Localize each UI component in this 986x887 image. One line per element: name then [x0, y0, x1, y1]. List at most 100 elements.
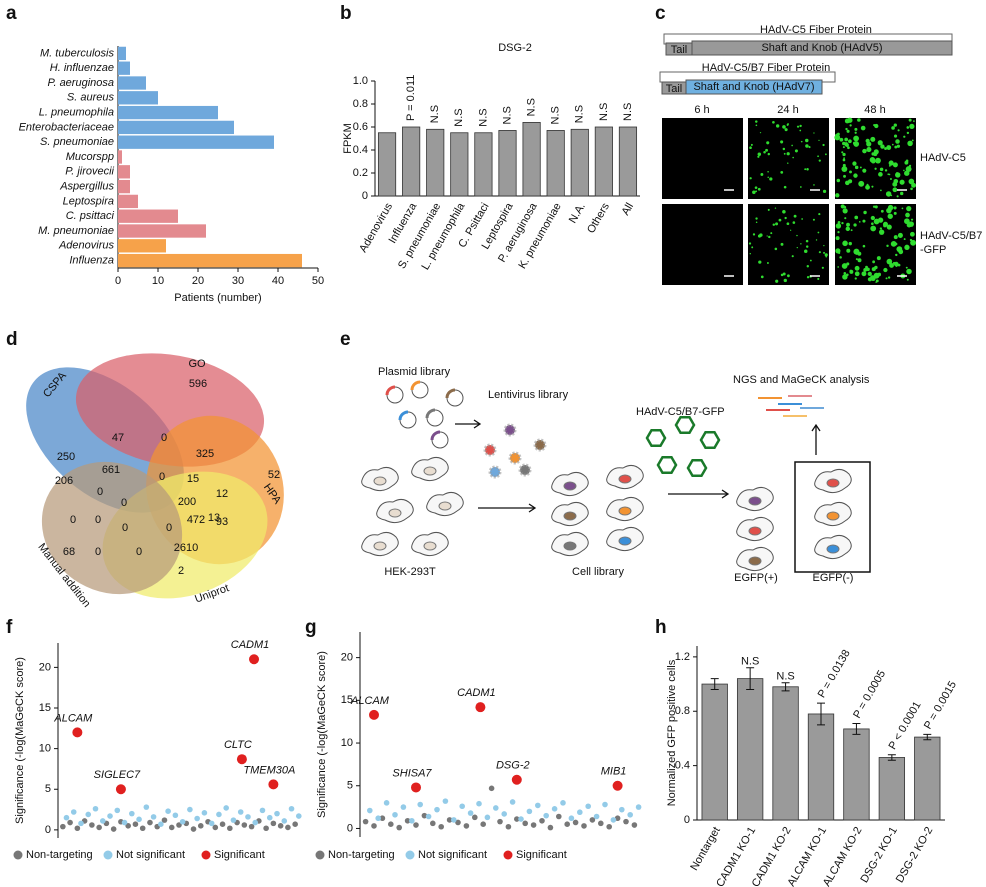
- point: [623, 818, 629, 825]
- point-label: MIB1: [601, 766, 627, 778]
- point: [518, 816, 524, 822]
- point: [216, 811, 222, 818]
- fluorescent-cell: [748, 242, 752, 245]
- schematic-label: NGS and MaGeCK analysis: [733, 374, 870, 386]
- fluorescent-cell: [783, 152, 786, 155]
- venn-count: 15: [187, 473, 199, 485]
- fluorescent-cell: [893, 211, 897, 215]
- fluorescent-cell: [805, 245, 809, 248]
- fluorescent-cell: [886, 261, 889, 264]
- fluorescent-cell: [857, 258, 862, 263]
- point: [268, 779, 279, 790]
- fluorescent-cell: [755, 217, 758, 220]
- y-tick-label: Influenza: [69, 255, 114, 267]
- fluorescent-cell: [825, 153, 827, 156]
- fluorescent-cell: [848, 241, 852, 246]
- fluorescent-cell: [767, 152, 770, 156]
- point: [371, 823, 377, 829]
- fluorescent-cell: [866, 267, 870, 272]
- fluorescent-cell: [895, 139, 900, 144]
- panel-label: g: [305, 617, 317, 638]
- annotation: N.S: [776, 671, 794, 683]
- fluorescent-cell: [871, 152, 875, 156]
- venn-count: 250: [57, 451, 75, 463]
- legend-marker: [13, 850, 23, 860]
- fluorescent-cell: [904, 244, 910, 250]
- point: [488, 785, 495, 792]
- point: [610, 817, 617, 823]
- fluorescent-cell: [905, 266, 908, 269]
- adenovirus: [699, 430, 721, 450]
- annotation: N.S: [429, 105, 441, 123]
- fluorescent-cell: [778, 218, 782, 222]
- x-tick-label: 10: [152, 275, 164, 287]
- fluorescent-cell: [886, 244, 889, 248]
- fluorescent-cell: [841, 166, 848, 172]
- bar: [118, 253, 302, 268]
- point-label: DSG-2: [496, 760, 530, 772]
- fluorescent-cell: [782, 272, 786, 276]
- fluorescent-cell: [823, 251, 826, 254]
- tail-label: Tail: [671, 44, 688, 56]
- point: [514, 816, 520, 822]
- fluorescent-cell: [911, 139, 914, 142]
- fluorescent-cell: [873, 149, 879, 155]
- micrograph: [748, 118, 829, 199]
- panel-label: f: [6, 617, 13, 638]
- fluorescent-cell: [805, 144, 809, 148]
- venn-count: 68: [63, 546, 75, 558]
- error-bar: [746, 667, 755, 690]
- point: [252, 819, 259, 826]
- point: [455, 819, 461, 826]
- fluorescent-cell: [799, 129, 802, 132]
- fluorescent-cell: [763, 151, 766, 154]
- nucleus: [373, 541, 387, 551]
- fluorescent-cell: [872, 260, 876, 264]
- fluorescent-cell: [792, 221, 796, 224]
- lentivirus: [518, 463, 532, 477]
- venn-count: 52: [268, 469, 280, 481]
- fluorescent-cell: [903, 169, 905, 172]
- point: [143, 804, 150, 810]
- fluorescent-cell: [772, 120, 775, 124]
- fluorescent-cell: [892, 261, 896, 265]
- legend-marker: [405, 850, 415, 860]
- tail-label: Tail: [666, 83, 683, 95]
- fluorescent-cell: [806, 276, 810, 279]
- fluorescent-cell: [790, 229, 792, 231]
- fluorescent-cell: [775, 222, 779, 226]
- lentivirus: [483, 443, 497, 457]
- fluorescent-cell: [796, 125, 800, 128]
- fluorescent-cell: [903, 135, 906, 138]
- fluorescent-cell: [877, 272, 882, 277]
- fluorescent-cell: [892, 187, 898, 193]
- point: [115, 784, 126, 795]
- fluorescent-cell: [897, 129, 900, 132]
- point: [129, 810, 135, 817]
- annotation: N.S: [622, 103, 634, 121]
- plasmid-insert: [430, 430, 441, 441]
- schematic-label: Lentivirus library: [488, 389, 569, 401]
- point: [484, 814, 491, 821]
- chart-title: DSG-2: [498, 42, 532, 54]
- point: [404, 817, 411, 824]
- fluorescent-cell: [898, 249, 904, 255]
- point: [274, 810, 280, 817]
- error-bar: [887, 754, 896, 761]
- fluorescent-cell: [885, 191, 892, 197]
- venn-count: 0: [97, 486, 103, 498]
- fluorescent-cell: [903, 238, 906, 241]
- fluorescent-cell: [853, 141, 860, 147]
- point: [194, 815, 200, 822]
- y-tick-label: 15: [39, 702, 51, 714]
- fluorescent-cell: [822, 189, 827, 194]
- y-tick-label: 0: [45, 824, 51, 836]
- y-tick-label: Adenovirus: [58, 240, 115, 252]
- fluorescent-cell: [854, 271, 860, 277]
- fluorescent-cell: [749, 146, 752, 150]
- venn-count: 661: [102, 464, 120, 476]
- fluorescent-cell: [750, 143, 753, 146]
- point: [568, 815, 575, 822]
- fluorescent-cell: [853, 248, 860, 255]
- fluorescent-cell: [835, 193, 840, 198]
